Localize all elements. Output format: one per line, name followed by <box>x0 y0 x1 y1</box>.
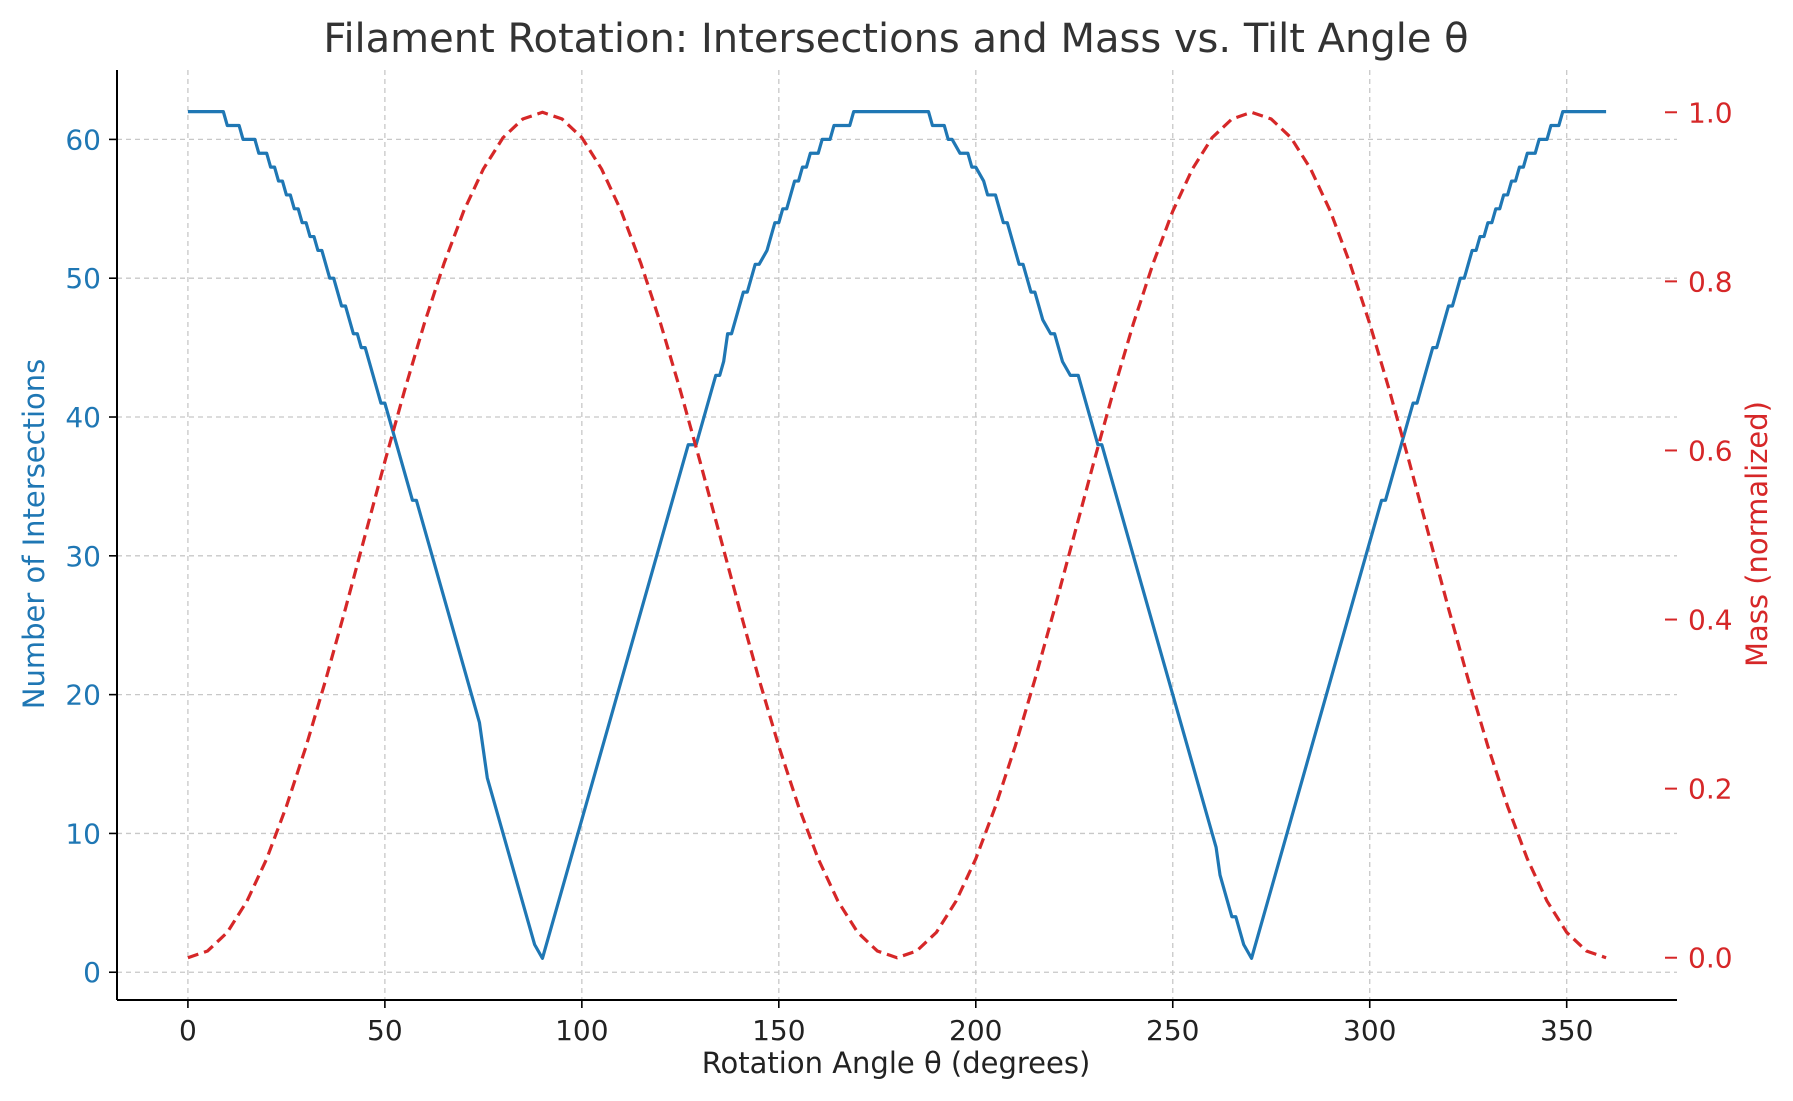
x-tick-label: 250 <box>1146 1014 1199 1047</box>
y-tick-label-right: 1.0 <box>1688 96 1733 129</box>
x-tick-label: 50 <box>367 1014 403 1047</box>
y-axis-left-label: Number of Intersections <box>17 359 51 710</box>
x-tick-label: 150 <box>752 1014 805 1047</box>
series-line-mass <box>187 110 1607 960</box>
chart-title: Filament Rotation: Intersections and Mas… <box>323 16 1468 62</box>
x-tick-label: 100 <box>555 1014 608 1047</box>
y-tick-label-right: 0.2 <box>1688 773 1733 806</box>
y-tick-label-right: 0.0 <box>1688 942 1733 975</box>
series-layer <box>187 110 1607 960</box>
x-tick-label: 0 <box>179 1014 197 1047</box>
x-axis-label: Rotation Angle θ (degrees) <box>702 1046 1091 1080</box>
y-tick-label-right: 0.6 <box>1688 434 1733 467</box>
y-tick-label-right: 0.4 <box>1688 604 1733 637</box>
y-tick-label-left: 40 <box>65 401 101 434</box>
y-tick-label-right: 0.8 <box>1688 265 1733 298</box>
x-tick-label: 200 <box>949 1014 1002 1047</box>
x-tick-label: 300 <box>1343 1014 1396 1047</box>
y-tick-label-left: 0 <box>83 956 101 989</box>
y-tick-label-left: 50 <box>65 262 101 295</box>
x-tick-label: 350 <box>1540 1014 1593 1047</box>
y-tick-label-left: 10 <box>65 817 101 850</box>
axes-layer: 0 50 100 150 200 250 300 350 0 10 20 30 40 50 60 0.0 0.2… <box>65 70 1733 1047</box>
y-axis-right-label: Mass (normalized) <box>1740 401 1774 667</box>
y-tick-label-left: 60 <box>65 123 101 156</box>
y-tick-label-left: 20 <box>65 679 101 712</box>
series-line-intersections <box>187 110 1607 960</box>
y-tick-label-left: 30 <box>65 540 101 573</box>
grid-lines <box>117 70 1677 1000</box>
